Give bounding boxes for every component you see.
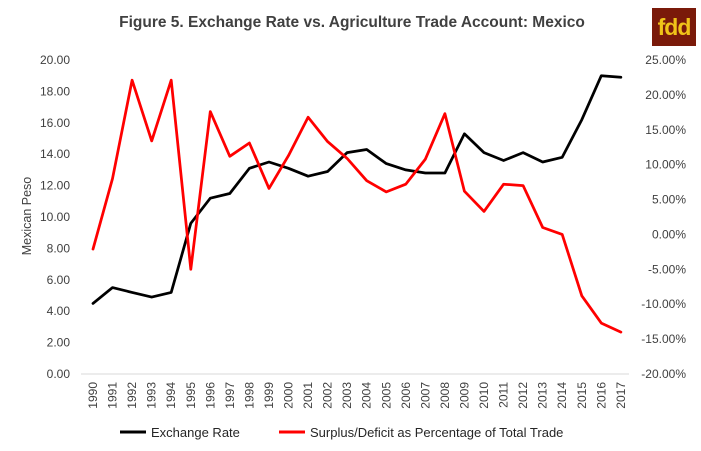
x-tick-label: 2014	[555, 382, 569, 409]
x-tick-label: 2006	[399, 382, 413, 409]
x-tick-label: 2004	[360, 382, 374, 409]
right-tick-label: -20.00%	[641, 367, 686, 381]
x-tick-label: 2011	[497, 382, 511, 408]
right-tick-label: 5.00%	[652, 193, 686, 207]
left-tick-label: 16.00	[40, 116, 70, 130]
legend: Exchange Rate Surplus/Deficit as Percent…	[120, 425, 563, 440]
left-tick-label: 4.00	[47, 304, 71, 318]
left-tick-label: 0.00	[47, 367, 71, 381]
y-axis-title: Mexican Peso	[20, 177, 34, 256]
x-tick-label: 2009	[457, 382, 471, 409]
x-tick-label: 2001	[301, 382, 315, 409]
left-tick-label: 2.00	[47, 336, 71, 350]
right-tick-label: 0.00%	[652, 227, 686, 241]
left-axis-ticks: 0.00 2.00 4.00 6.00 8.00 10.00 12.00 14.00 16.00…	[40, 53, 70, 381]
x-tick-label: 2013	[536, 382, 550, 409]
x-tick-label: 1992	[125, 382, 139, 409]
right-tick-label: -15.00%	[641, 332, 686, 346]
x-tick-label: 2012	[516, 382, 530, 409]
right-axis-ticks: -20.00% -15.00% -10.00% -5.00% 0.00% 5.00% 10.…	[641, 53, 686, 381]
x-tick-label: 2008	[438, 382, 452, 409]
x-axis-ticks: 1990 1991 1992 1993 1994 1995 1996 1997 1998 1999…	[86, 382, 628, 409]
x-tick-label: 1998	[242, 382, 256, 409]
left-tick-label: 10.00	[40, 210, 70, 224]
x-tick-label: 2003	[340, 382, 354, 409]
left-tick-label: 14.00	[40, 147, 70, 161]
x-tick-label: 2015	[575, 382, 589, 409]
x-tick-label: 1994	[164, 382, 178, 409]
x-tick-label: 2005	[379, 382, 393, 409]
x-tick-label: 1995	[184, 382, 198, 409]
x-tick-label: 2017	[614, 382, 628, 409]
x-tick-label: 2016	[594, 382, 608, 409]
right-tick-label: 25.00%	[645, 53, 686, 67]
right-tick-label: -10.00%	[641, 297, 686, 311]
left-tick-label: 8.00	[47, 241, 71, 255]
x-tick-label: 2010	[477, 382, 491, 409]
left-tick-label: 18.00	[40, 84, 70, 98]
x-tick-label: 2007	[418, 382, 432, 409]
right-tick-label: 15.00%	[645, 123, 686, 137]
right-tick-label: -5.00%	[648, 262, 686, 276]
left-tick-label: 6.00	[47, 273, 71, 287]
legend-label-exchange-rate: Exchange Rate	[151, 425, 240, 440]
left-tick-label: 12.00	[40, 179, 70, 193]
series-line-exchange-rate	[91, 74, 623, 305]
x-tick-label: 1997	[223, 382, 237, 409]
left-tick-label: 20.00	[40, 53, 70, 67]
legend-label-surplus-deficit: Surplus/Deficit as Percentage of Total T…	[310, 425, 563, 440]
right-tick-label: 20.00%	[645, 88, 686, 102]
series-layer	[91, 74, 623, 334]
series-line-surplus-deficit	[91, 78, 623, 334]
right-tick-label: 10.00%	[645, 158, 686, 172]
fdd-logo: fdd	[652, 8, 696, 46]
x-tick-label: 2002	[321, 382, 335, 409]
x-tick-label: 1996	[203, 382, 217, 409]
x-tick-label: 1990	[86, 382, 100, 409]
x-tick-label: 2000	[282, 382, 296, 409]
chart-title: Figure 5. Exchange Rate vs. Agriculture …	[119, 14, 585, 31]
x-tick-label: 1999	[262, 382, 276, 409]
x-tick-label: 1991	[106, 382, 120, 409]
x-tick-label: 1993	[145, 382, 159, 409]
